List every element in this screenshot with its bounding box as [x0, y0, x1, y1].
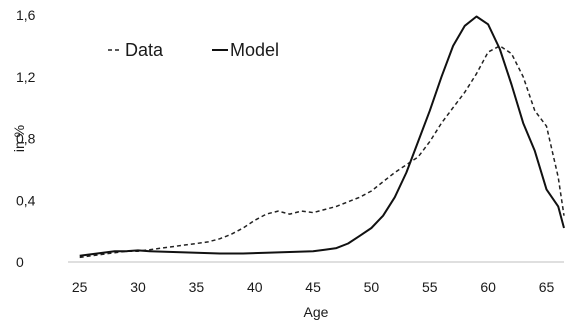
- series-lines: [79, 15, 565, 259]
- x-tick-label: 65: [539, 279, 555, 295]
- x-tick-label: 25: [72, 279, 88, 295]
- x-axis-tick-labels: 25 30 35 40 45 50 55 60 65: [72, 279, 555, 295]
- legend: Data Model: [108, 40, 279, 60]
- series-line-model: [79, 15, 565, 257]
- y-axis-title: in %: [11, 125, 27, 152]
- y-tick-label: 0,8: [16, 131, 36, 147]
- x-tick-label: 40: [247, 279, 263, 295]
- x-tick-label: 55: [422, 279, 438, 295]
- legend-data-label: Data: [125, 40, 164, 60]
- x-tick-label: 35: [189, 279, 205, 295]
- y-tick-label: 0,4: [16, 192, 36, 208]
- x-tick-label: 30: [130, 279, 146, 295]
- x-tick-label: 60: [480, 279, 496, 295]
- x-tick-label: 45: [305, 279, 321, 295]
- legend-model-label: Model: [230, 40, 279, 60]
- y-tick-label: 1,6: [16, 7, 36, 23]
- x-axis-title: Age: [304, 304, 329, 320]
- series-line-data: [79, 45, 565, 259]
- y-tick-label: 1,2: [16, 69, 36, 85]
- y-tick-label: 0: [16, 254, 24, 270]
- y-axis-tick-labels: 0 0,4 0,8 1,2 1,6: [16, 7, 36, 270]
- x-tick-label: 50: [364, 279, 380, 295]
